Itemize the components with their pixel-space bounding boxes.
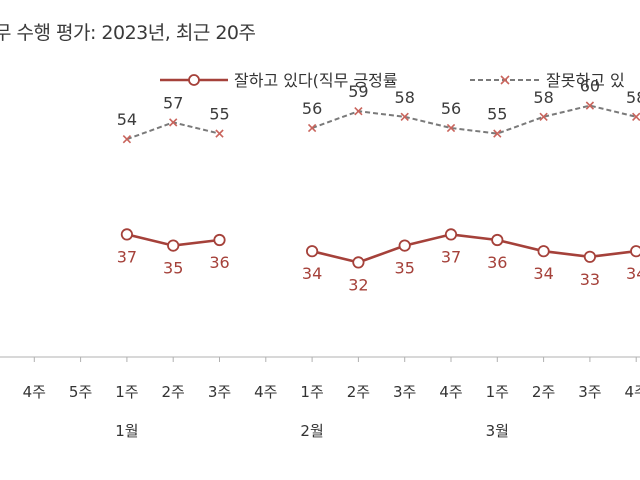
- x-tick-label: 3주: [208, 383, 231, 401]
- data-label: 58: [533, 88, 553, 107]
- x-tick-label: 4주: [23, 383, 46, 401]
- point-marker: [493, 129, 502, 138]
- data-label: 57: [163, 93, 183, 112]
- data-label: 34: [626, 264, 640, 283]
- point-marker: [632, 112, 640, 121]
- data-label: 60: [580, 77, 600, 96]
- legend-label-positive: 잘하고 있다(직무 긍정률: [234, 71, 398, 90]
- series-line-1: [126, 121, 220, 141]
- point-marker: [169, 118, 178, 127]
- data-label: 37: [117, 247, 137, 266]
- legend-label-negative: 잘못하고 있: [546, 71, 625, 90]
- point-marker: [585, 101, 595, 110]
- data-label: 58: [395, 88, 415, 107]
- data-label: 56: [441, 99, 461, 118]
- point-marker: [491, 233, 504, 247]
- x-tick-label: 4주: [439, 383, 462, 401]
- data-label: 36: [487, 253, 507, 272]
- month-label: 2월: [300, 422, 323, 440]
- legend-marker-positive: [188, 74, 200, 86]
- x-tick-label: 3주: [578, 383, 601, 401]
- x-axis: 주4주5주1주2주3주4주1주2주3주4주1주2주3주4주1월2월3월: [0, 356, 640, 440]
- x-tick-label: 5주: [69, 383, 92, 401]
- series-lines: [126, 104, 637, 264]
- data-label: 34: [533, 264, 553, 283]
- point-marker: [213, 233, 226, 247]
- point-marker: [354, 107, 363, 116]
- point-marker: [400, 112, 409, 121]
- x-tick-label: 1주: [300, 383, 323, 401]
- point-marker: [167, 239, 180, 252]
- data-label: 34: [302, 264, 322, 283]
- point-marker: [120, 228, 134, 241]
- point-marker: [307, 123, 317, 133]
- point-marker: [215, 129, 224, 138]
- series-markers: [120, 101, 640, 269]
- month-label: 3월: [486, 422, 509, 440]
- point-marker: [352, 256, 365, 269]
- point-marker: [122, 135, 132, 144]
- point-marker: [583, 250, 597, 263]
- x-tick-label: 2주: [162, 383, 185, 401]
- legend-marker-negative: [500, 75, 510, 85]
- x-tick-label: 4주: [254, 383, 277, 401]
- x-tick-label: 4주: [625, 383, 640, 401]
- series-line-1: [311, 104, 637, 135]
- point-marker: [398, 239, 411, 252]
- x-tick-label: 1주: [486, 383, 509, 401]
- point-marker: [537, 245, 550, 258]
- series-line-0: [311, 233, 637, 264]
- data-label: 37: [441, 247, 461, 266]
- point-marker: [305, 245, 319, 258]
- x-tick-label: 3주: [393, 383, 416, 401]
- data-label: 56: [302, 99, 322, 118]
- data-label: 32: [348, 275, 368, 294]
- point-marker: [630, 245, 640, 258]
- point-marker: [444, 228, 458, 241]
- data-label: 55: [209, 105, 229, 124]
- x-tick-label: 1주: [115, 383, 138, 401]
- data-label: 35: [163, 259, 183, 278]
- x-tick-label: 2주: [347, 383, 370, 401]
- chart-title: 무 수행 평가: 2023년, 최근 20주: [0, 22, 256, 44]
- data-label: 54: [117, 110, 137, 129]
- data-label: 35: [395, 259, 415, 278]
- data-labels: 3537353634323537363433345457555659585655…: [117, 77, 640, 295]
- data-label: 59: [348, 82, 368, 101]
- x-tick-label: 2주: [532, 383, 555, 401]
- legend: 잘하고 있다(직무 긍정률 잘못하고 있: [160, 71, 625, 90]
- data-label: 58: [626, 88, 640, 107]
- month-label: 1월: [115, 422, 138, 440]
- data-label: 55: [487, 105, 507, 124]
- data-label: 33: [580, 270, 600, 289]
- data-label: 36: [209, 253, 229, 272]
- point-marker: [539, 112, 548, 121]
- point-marker: [446, 123, 456, 133]
